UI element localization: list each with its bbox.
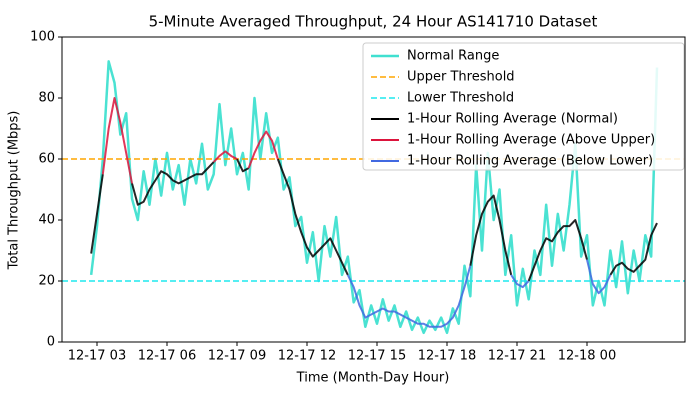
x-tick-label: 12-17 15 — [348, 349, 406, 364]
x-tick-label: 12-17 21 — [488, 349, 546, 364]
y-tick-label: 40 — [38, 213, 55, 228]
x-tick-label: 12-18 00 — [558, 349, 616, 364]
y-tick-label: 20 — [38, 274, 55, 289]
legend-box — [362, 42, 685, 171]
x-tick-label: 12-17 03 — [68, 349, 126, 364]
y-tick-label: 0 — [47, 335, 55, 350]
legend-label: Normal Range — [407, 49, 499, 64]
series-line — [346, 259, 612, 328]
chart-title: 5-Minute Averaged Throughput, 24 Hour AS… — [149, 13, 598, 31]
x-tick-label: 12-17 12 — [278, 349, 336, 364]
legend-label: Lower Threshold — [407, 91, 514, 106]
series-line — [89, 60, 659, 335]
legend-label: 1-Hour Rolling Average (Normal) — [407, 112, 618, 127]
y-tick-label: 60 — [38, 152, 55, 167]
y-tick-label: 80 — [38, 91, 55, 106]
legend-label: 1-Hour Rolling Average (Above Upper) — [407, 133, 655, 148]
x-axis-label: Time (Month-Day Hour) — [296, 371, 450, 386]
series-line — [101, 97, 279, 184]
x-tick-label: 12-17 06 — [138, 349, 196, 364]
y-tick-label: 100 — [30, 30, 55, 45]
y-axis-label: Total Throughput (Mbps) — [7, 111, 22, 271]
legend-label: 1-Hour Rolling Average (Below Lower) — [407, 154, 653, 169]
series-line — [90, 158, 658, 282]
legend-label: Upper Threshold — [407, 70, 515, 85]
plot-frame — [61, 36, 686, 343]
x-tick-label: 12-17 09 — [208, 349, 266, 364]
x-tick-label: 12-17 18 — [418, 349, 476, 364]
